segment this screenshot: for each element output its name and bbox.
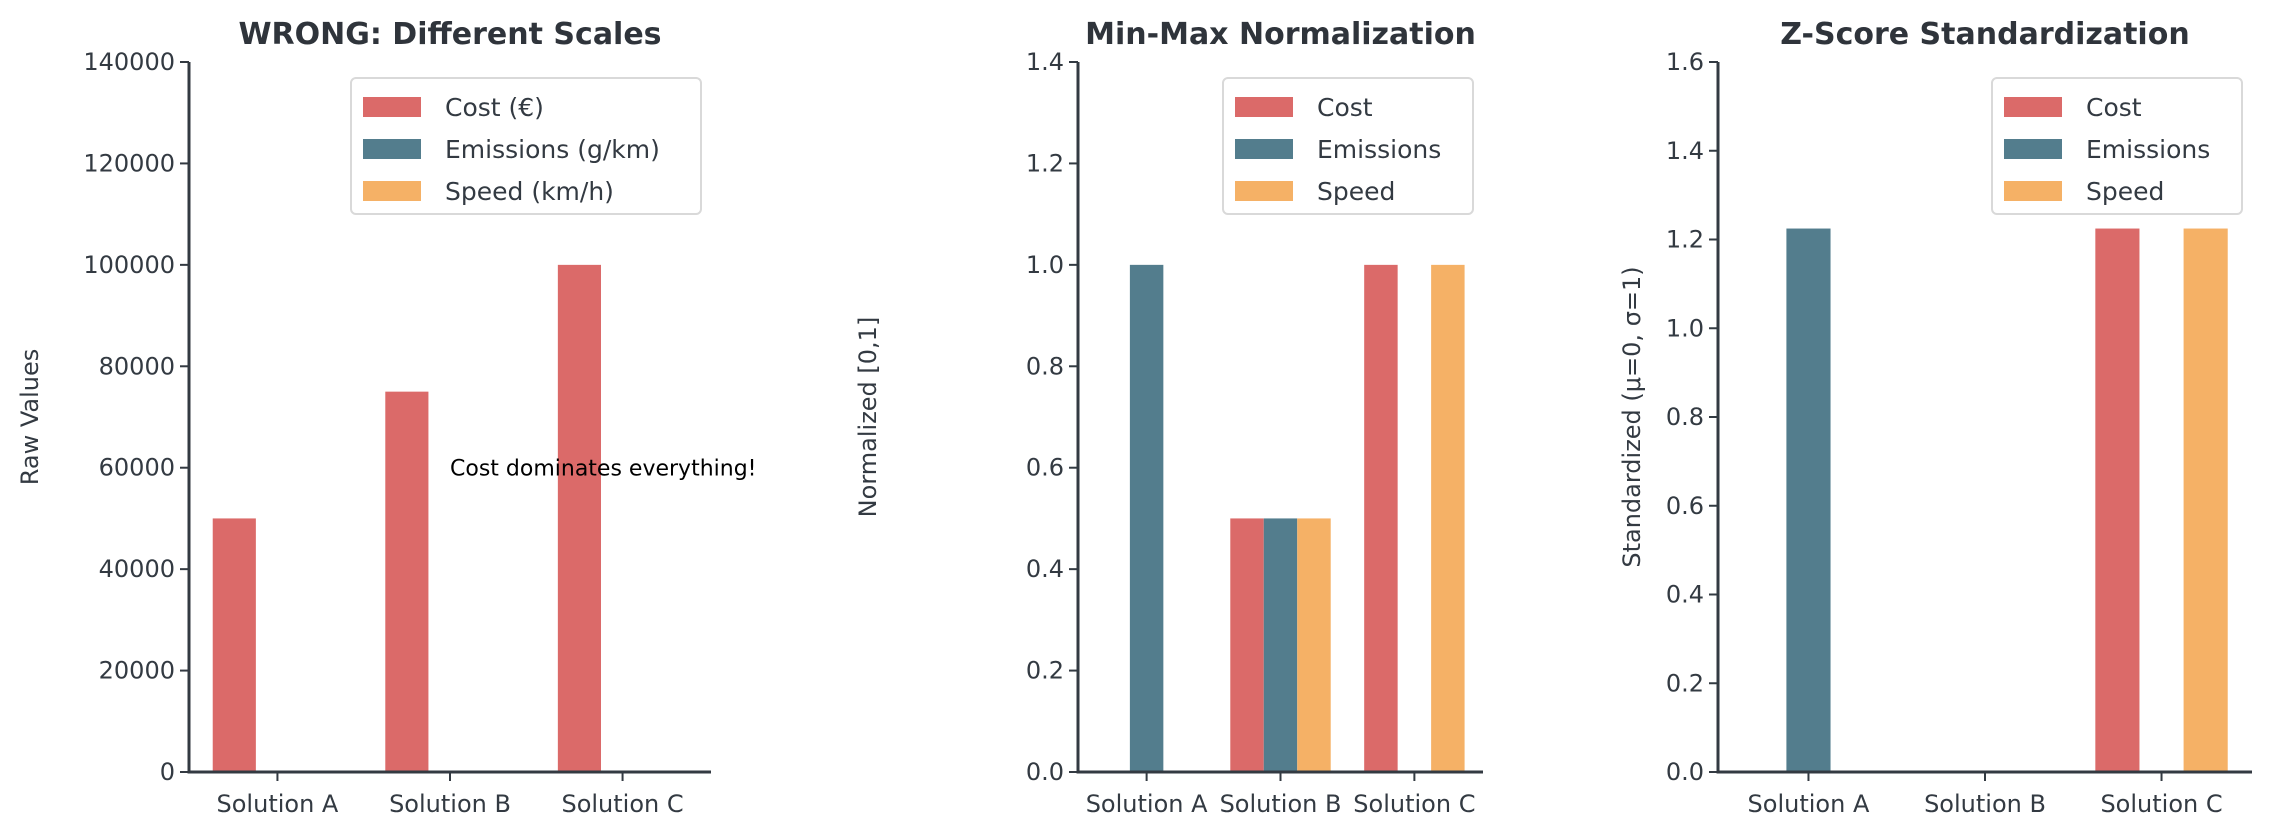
legend: Cost (€) Emissions (g/km) Speed (km/h) <box>350 77 702 215</box>
legend-swatch <box>363 139 421 159</box>
y-tick-label: 1.0 <box>1026 251 1064 279</box>
y-tick-label: 100000 <box>83 251 175 279</box>
x-tick-label: Solution A <box>217 790 339 818</box>
y-tick-label: 60000 <box>99 454 175 482</box>
legend-swatch <box>2004 97 2062 117</box>
y-tick-label: 140000 <box>83 48 175 76</box>
y-tick-label: 0 <box>160 758 175 786</box>
y-tick-label: 1.4 <box>1026 48 1064 76</box>
y-axis-label: Normalized [0,1] <box>854 317 882 518</box>
bar-emissions-2 <box>1263 518 1298 772</box>
legend-swatch <box>2004 139 2062 159</box>
chart-3: 0.0 0.2 0.4 0.6 0.8 1.0 1.2 1.4 1.6 Solution A Sol… <box>1618 17 2252 818</box>
x-tick-label: Solution C <box>1353 790 1475 818</box>
bar-cost-2 <box>1230 518 1264 772</box>
bar-emissions-1 <box>1786 228 1831 772</box>
y-tick-label: 1.4 <box>1666 137 1704 165</box>
legend-label: Emissions (g/km) <box>445 135 660 164</box>
legend-box <box>350 77 702 215</box>
y-tick-label: 1.0 <box>1666 314 1704 342</box>
legend-swatch <box>2004 181 2062 201</box>
bars <box>1786 228 2228 772</box>
y-tick-label: 0.0 <box>1026 758 1064 786</box>
bar-cost-2 <box>385 391 429 772</box>
y-tick-label: 40000 <box>99 555 175 583</box>
y-axis-label: Standardized (μ=0, σ=1) <box>1618 266 1646 567</box>
y-tick-label: 0.8 <box>1666 403 1704 431</box>
y-tick-label: 120000 <box>83 149 175 177</box>
legend-label: Emissions <box>1317 135 1441 164</box>
y-tick-label: 0.2 <box>1666 669 1704 697</box>
legend-swatch <box>1235 97 1293 117</box>
bar-speed-3 <box>1431 264 1465 772</box>
x-tick-label: Solution A <box>1748 790 1870 818</box>
legend: Cost Emissions Speed <box>1991 77 2243 215</box>
y-tick-label: 80000 <box>99 352 175 380</box>
chart-title: WRONG: Different Scales <box>238 17 661 52</box>
x-tick-label: Solution A <box>1086 790 1208 818</box>
legend-label: Speed <box>1317 177 1395 206</box>
bar-emissions-1 <box>1129 264 1164 772</box>
bar-cost-1 <box>212 518 256 772</box>
chart-1: 0 20000 40000 60000 80000 100000 120000 140000 S… <box>16 17 756 818</box>
legend-swatch <box>1235 139 1293 159</box>
y-tick-label: 0.4 <box>1026 555 1064 583</box>
chart-2: 0.0 0.2 0.4 0.6 0.8 1.0 1.2 1.4 Solution A Soluti… <box>854 17 1483 818</box>
y-tick-label: 0.6 <box>1666 492 1704 520</box>
x-tick-label: Solution C <box>2100 790 2222 818</box>
legend-swatch <box>363 181 421 201</box>
legend-swatch <box>363 97 421 117</box>
legend-label: Speed (km/h) <box>445 177 614 206</box>
x-tick-label: Solution B <box>1924 790 2046 818</box>
y-axis-label: Raw Values <box>16 349 44 486</box>
y-tick-label: 1.6 <box>1666 48 1704 76</box>
legend-label: Cost (€) <box>445 93 544 122</box>
bar-cost-3 <box>1364 264 1398 772</box>
y-tick-label: 0.0 <box>1666 758 1704 786</box>
bars <box>1129 264 1465 772</box>
bars <box>212 264 688 772</box>
y-tick-label: 0.6 <box>1026 454 1064 482</box>
bar-speed-3 <box>2183 228 2228 772</box>
y-tick-label: 1.2 <box>1666 226 1704 254</box>
y-tick-label: 0.4 <box>1666 581 1704 609</box>
legend-label: Cost <box>2086 93 2142 122</box>
legend-label: Speed <box>2086 177 2164 206</box>
bar-cost-3 <box>557 264 601 772</box>
legend-swatch <box>1235 181 1293 201</box>
legend-label: Cost <box>1317 93 1373 122</box>
y-tick-label: 0.2 <box>1026 657 1064 685</box>
x-tick-label: Solution C <box>561 790 683 818</box>
x-tick-label: Solution B <box>1220 790 1342 818</box>
chart-title: Z-Score Standardization <box>1780 17 2189 52</box>
y-tick-label: 20000 <box>99 657 175 685</box>
x-tick-label: Solution B <box>389 790 511 818</box>
y-tick-label: 1.2 <box>1026 149 1064 177</box>
legend: Cost Emissions Speed <box>1222 77 1474 215</box>
bar-speed-2 <box>1297 518 1331 772</box>
y-tick-label: 0.8 <box>1026 352 1064 380</box>
bar-cost-3 <box>2095 228 2140 772</box>
chart-title: Min-Max Normalization <box>1085 17 1476 52</box>
legend-label: Emissions <box>2086 135 2210 164</box>
annotation: Cost dominates everything! <box>450 457 756 482</box>
